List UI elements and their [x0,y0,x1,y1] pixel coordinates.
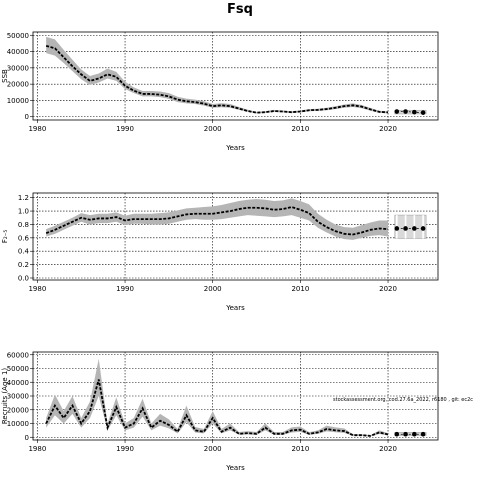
x-tick-label: 2020 [379,285,397,293]
x-tick-label: 2010 [291,445,309,453]
y-tick-label: 0.2 [18,261,29,269]
x-tick-label: 1980 [28,125,46,133]
forecast-line [396,111,424,114]
y-tick-label: 10000 [7,420,29,428]
estimate-line [45,379,389,437]
confidence-band [46,358,389,437]
forecast-point [420,431,426,437]
x-tick-label: 1990 [116,285,134,293]
estimate-line [45,206,389,236]
y-tick-label: 10000 [7,97,29,105]
y-axis-label: F₂₋₅ [1,230,9,244]
x-tick-label: 1980 [28,445,46,453]
y-tick-label: 50000 [7,365,29,373]
y-tick-label: 1.2 [18,194,29,202]
figure-title: Fsq [227,2,253,17]
estimate-line [45,44,389,114]
forecast-point [403,109,408,114]
y-tick-label: 30000 [7,64,29,72]
x-axis-label: Years [225,144,245,152]
x-tick-label: 2000 [204,445,222,453]
x-tick-label: 1990 [116,125,134,133]
y-axis-label: SSB [1,69,9,83]
x-tick-label: 2020 [379,445,397,453]
panel-3: 1980 1990 2000 2010 2020 0 10000 20000 30000 4000… [1,351,439,472]
y-tick-label: 1.0 [18,208,29,216]
forecast-point [412,431,417,437]
y-tick-label: 0.4 [18,248,30,256]
x-tick-label: 1990 [116,445,134,453]
forecast-point [394,431,400,437]
forecast-point [412,109,417,115]
y-tick-label: 50000 [7,32,29,40]
y-tick-label: 40000 [7,379,29,387]
x-axis-label: Years [225,464,245,472]
y-tick-label: 0.0 [18,274,29,282]
axes-frame [32,192,439,281]
axes-frame [32,31,439,121]
forecast-point [420,226,426,231]
y-tick-label: 20000 [7,406,29,414]
footnote: stockassessment.org, cod.27.6a_2022, r61… [333,397,473,403]
panel-1: 1980 1990 2000 2010 2020 0 10000 20000 30000 4000… [1,31,439,152]
forecast-point [412,226,417,231]
y-tick-label: 40000 [7,48,29,56]
y-tick-label: 20000 [7,81,29,89]
x-tick-label: 2020 [379,125,397,133]
y-tick-label: 0.6 [18,234,30,242]
forecast-point [403,431,408,437]
x-tick-label: 2010 [291,285,309,293]
y-tick-label: 30000 [7,393,29,401]
y-tick-label: 0 [25,113,29,121]
forecast-point [420,110,426,115]
y-tick-label: 60000 [7,351,29,359]
forecast-point [394,226,400,231]
x-tick-label: 2000 [204,125,222,133]
forecast-point [403,226,408,231]
forecast-point [394,109,400,114]
y-tick-label: 0.8 [18,221,29,229]
y-tick-label: 0 [25,434,29,442]
x-tick-label: 2010 [291,125,309,133]
y-axis-label: Recruits (Age 1) [1,368,9,425]
forecast-interval [394,214,427,239]
x-tick-label: 2000 [204,285,222,293]
x-axis-label: Years [225,304,245,312]
confidence-band [46,36,389,114]
panels: 1980 1990 2000 2010 202001000020000300004000… [1,31,439,472]
confidence-band [46,198,389,240]
x-tick-label: 1980 [28,285,46,293]
panel-2: 1980 1990 2000 2010 2020 0.0 0.2 0.4 0.6 0.8 1.0 1.… [1,192,439,312]
